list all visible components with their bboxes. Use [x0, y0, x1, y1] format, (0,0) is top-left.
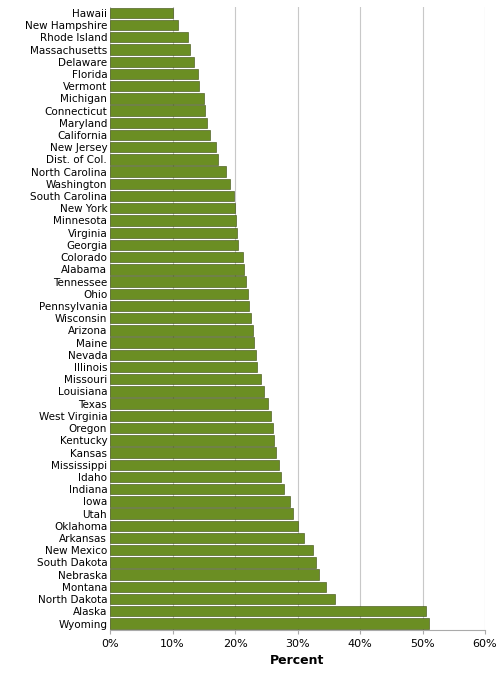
- Bar: [110, 325, 253, 336]
- Bar: [110, 167, 226, 177]
- Bar: [110, 508, 292, 519]
- Bar: [110, 264, 244, 275]
- Bar: [110, 69, 198, 79]
- Bar: [110, 460, 279, 470]
- Bar: [110, 387, 264, 397]
- Bar: [110, 557, 316, 567]
- Bar: [110, 423, 272, 433]
- Bar: [110, 240, 238, 250]
- Bar: [110, 521, 298, 531]
- Bar: [110, 349, 256, 360]
- Bar: [110, 227, 237, 238]
- Bar: [110, 374, 261, 385]
- Bar: [110, 337, 254, 348]
- Bar: [110, 606, 426, 617]
- Bar: [110, 447, 276, 458]
- Bar: [110, 32, 188, 43]
- Bar: [110, 130, 210, 140]
- Bar: [110, 20, 178, 30]
- Bar: [110, 484, 284, 494]
- Bar: [110, 118, 207, 128]
- Bar: [110, 618, 429, 629]
- Bar: [110, 435, 274, 445]
- Bar: [110, 472, 280, 482]
- Bar: [110, 7, 172, 18]
- Bar: [110, 57, 194, 67]
- Bar: [110, 44, 190, 55]
- Bar: [110, 411, 271, 421]
- Bar: [110, 191, 234, 201]
- Bar: [110, 582, 326, 592]
- Bar: [110, 276, 246, 287]
- X-axis label: Percent: Percent: [270, 654, 324, 668]
- Bar: [110, 313, 250, 324]
- Bar: [110, 496, 290, 506]
- Bar: [110, 301, 250, 311]
- Bar: [110, 288, 248, 299]
- Bar: [110, 594, 335, 605]
- Bar: [110, 106, 205, 116]
- Bar: [110, 142, 216, 152]
- Bar: [110, 154, 218, 165]
- Bar: [110, 362, 257, 372]
- Bar: [110, 252, 242, 262]
- Bar: [110, 569, 320, 580]
- Bar: [110, 545, 313, 555]
- Bar: [110, 203, 235, 213]
- Bar: [110, 179, 230, 189]
- Bar: [110, 81, 200, 91]
- Bar: [110, 399, 268, 409]
- Bar: [110, 215, 236, 225]
- Bar: [110, 533, 304, 543]
- Bar: [110, 93, 204, 104]
